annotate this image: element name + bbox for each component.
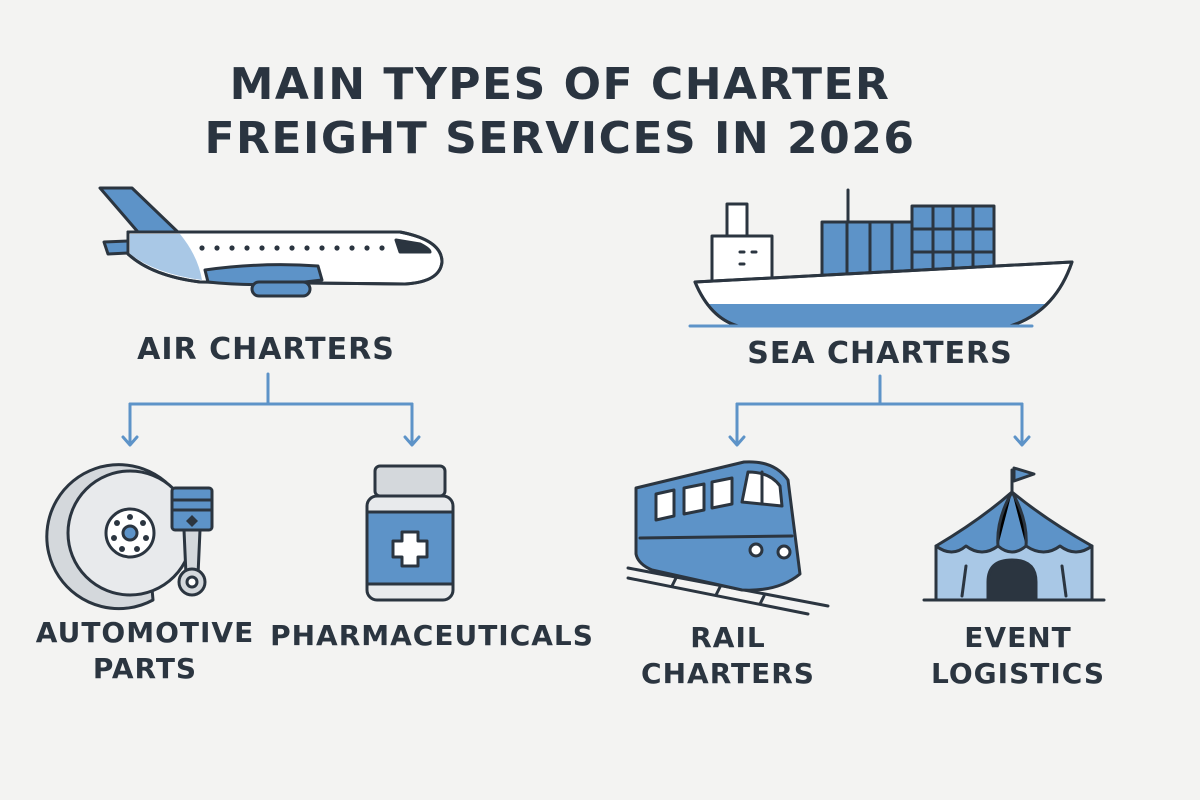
event-logistics-label: EVENT LOGISTICS [931,620,1105,692]
page-title: MAIN TYPES OF CHARTER FREIGHT SERVICES I… [204,58,915,166]
automotive-parts-line-2: PARTS [92,652,198,685]
title-line-2: FREIGHT SERVICES IN 2026 [204,113,916,164]
airplane-icon [98,186,444,298]
automotive-parts-label: AUTOMOTIVE PARTS [36,615,254,687]
title-line-1: MAIN TYPES OF CHARTER [229,59,891,110]
train-icon [626,460,830,616]
medicine-bottle-icon [365,464,455,602]
event-logistics-line-1: EVENT [964,621,1072,654]
pharmaceuticals-line-1: PHARMACEUTICALS [270,619,594,652]
air-charters-connector [121,372,421,447]
rail-charters-label: RAIL CHARTERS [641,620,815,692]
cargo-ship-icon [688,188,1074,328]
brake-disc-piston-icon [45,463,214,611]
sea-charters-label: SEA CHARTERS [747,336,1013,371]
tent-icon [922,466,1106,602]
rail-charters-line-1: RAIL [690,621,766,654]
air-charters-label: AIR CHARTERS [137,332,395,367]
pharmaceuticals-label: PHARMACEUTICALS [270,618,594,654]
sea-charters-connector [728,374,1031,447]
rail-charters-line-2: CHARTERS [641,657,815,690]
automotive-parts-line-1: AUTOMOTIVE [35,616,255,649]
event-logistics-line-2: LOGISTICS [931,657,1105,690]
